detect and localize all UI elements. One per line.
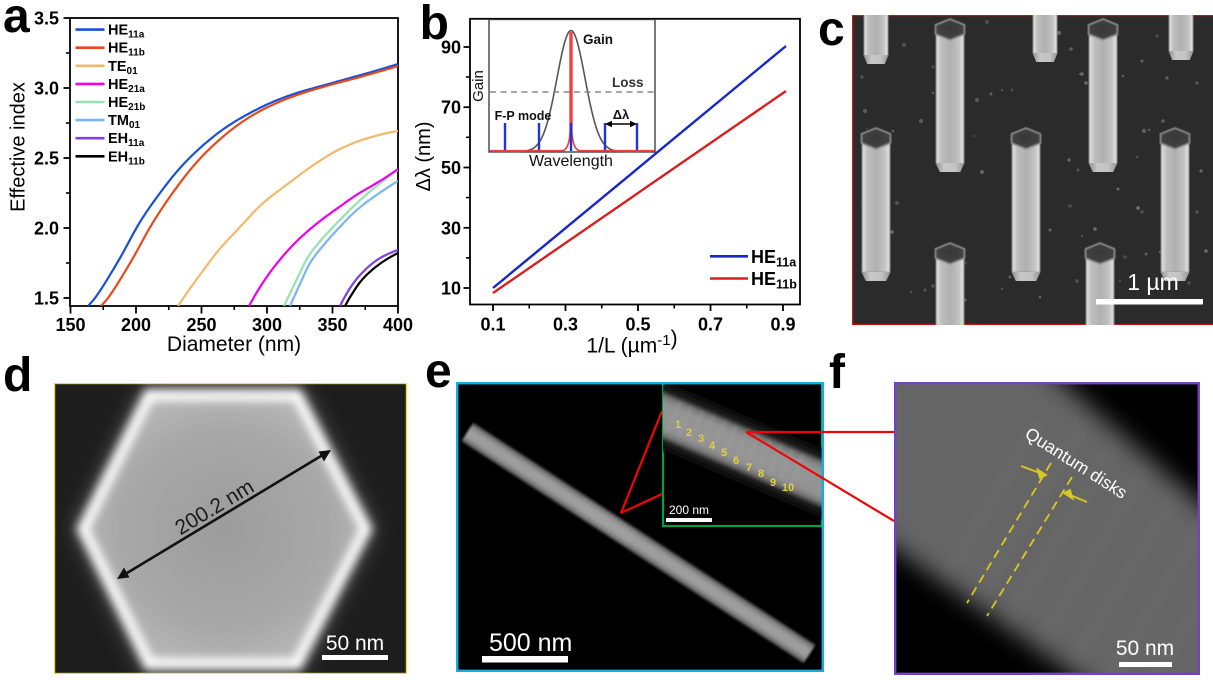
svg-text:3: 3	[698, 433, 704, 445]
svg-text:EH11a: EH11a	[108, 131, 145, 149]
svg-text:Diameter (nm): Diameter (nm)	[167, 333, 301, 356]
svg-text:400: 400	[383, 315, 413, 335]
svg-text:HE21b: HE21b	[108, 95, 145, 113]
svg-text:Gain: Gain	[470, 70, 487, 102]
svg-text:0.9: 0.9	[770, 315, 795, 335]
svg-text:Loss: Loss	[612, 75, 644, 90]
svg-text:70: 70	[441, 98, 461, 118]
svg-text:Effective index: Effective index	[8, 82, 30, 212]
svg-text:50 nm: 50 nm	[1116, 637, 1174, 660]
svg-text:2: 2	[686, 427, 692, 439]
svg-text:1 µm: 1 µm	[1127, 269, 1179, 295]
svg-text:90: 90	[441, 38, 461, 58]
svg-text:10: 10	[782, 482, 794, 494]
svg-text:200 nm: 200 nm	[669, 503, 709, 517]
svg-text:Wavelength: Wavelength	[529, 153, 613, 170]
svg-text:HE11b: HE11b	[751, 269, 797, 292]
svg-text:HE11a: HE11a	[108, 23, 145, 41]
svg-text:200: 200	[121, 315, 151, 335]
svg-text:7: 7	[746, 462, 752, 474]
svg-text:8: 8	[758, 468, 764, 480]
svg-text:4: 4	[709, 440, 716, 452]
svg-text:HE11b: HE11b	[108, 41, 145, 59]
svg-text:2.0: 2.0	[34, 219, 59, 239]
svg-text:TM01: TM01	[108, 113, 140, 131]
svg-text:6: 6	[733, 455, 739, 467]
svg-text:9: 9	[770, 477, 776, 489]
svg-text:3.5: 3.5	[34, 9, 59, 29]
svg-text:150: 150	[55, 315, 85, 335]
svg-text:0.3: 0.3	[553, 315, 578, 335]
svg-text:50: 50	[441, 158, 461, 178]
svg-text:2.5: 2.5	[34, 149, 59, 169]
svg-text:1: 1	[675, 419, 681, 431]
svg-text:250: 250	[186, 315, 216, 335]
svg-text:1.5: 1.5	[34, 289, 59, 309]
svg-text:5: 5	[721, 447, 727, 459]
svg-text:50 nm: 50 nm	[326, 632, 384, 655]
svg-text:HE11a: HE11a	[751, 247, 797, 270]
svg-text:HE21a: HE21a	[108, 77, 145, 95]
svg-text:0.1: 0.1	[480, 315, 505, 335]
svg-text:350: 350	[317, 315, 347, 335]
svg-text:3.0: 3.0	[34, 79, 59, 99]
svg-text:F-P mode: F-P mode	[495, 109, 552, 123]
svg-text:0.7: 0.7	[698, 315, 723, 335]
svg-text:Δλ (nm): Δλ (nm)	[413, 121, 435, 191]
svg-text:500 nm: 500 nm	[489, 629, 572, 657]
svg-text:Gain: Gain	[583, 32, 613, 47]
svg-text:0.5: 0.5	[625, 315, 650, 335]
svg-text:Δλ: Δλ	[613, 107, 630, 122]
svg-text:EH11b: EH11b	[108, 149, 145, 167]
svg-text:TE01: TE01	[108, 59, 138, 77]
svg-text:300: 300	[252, 315, 282, 335]
svg-text:10: 10	[441, 279, 461, 299]
svg-text:30: 30	[441, 218, 461, 238]
